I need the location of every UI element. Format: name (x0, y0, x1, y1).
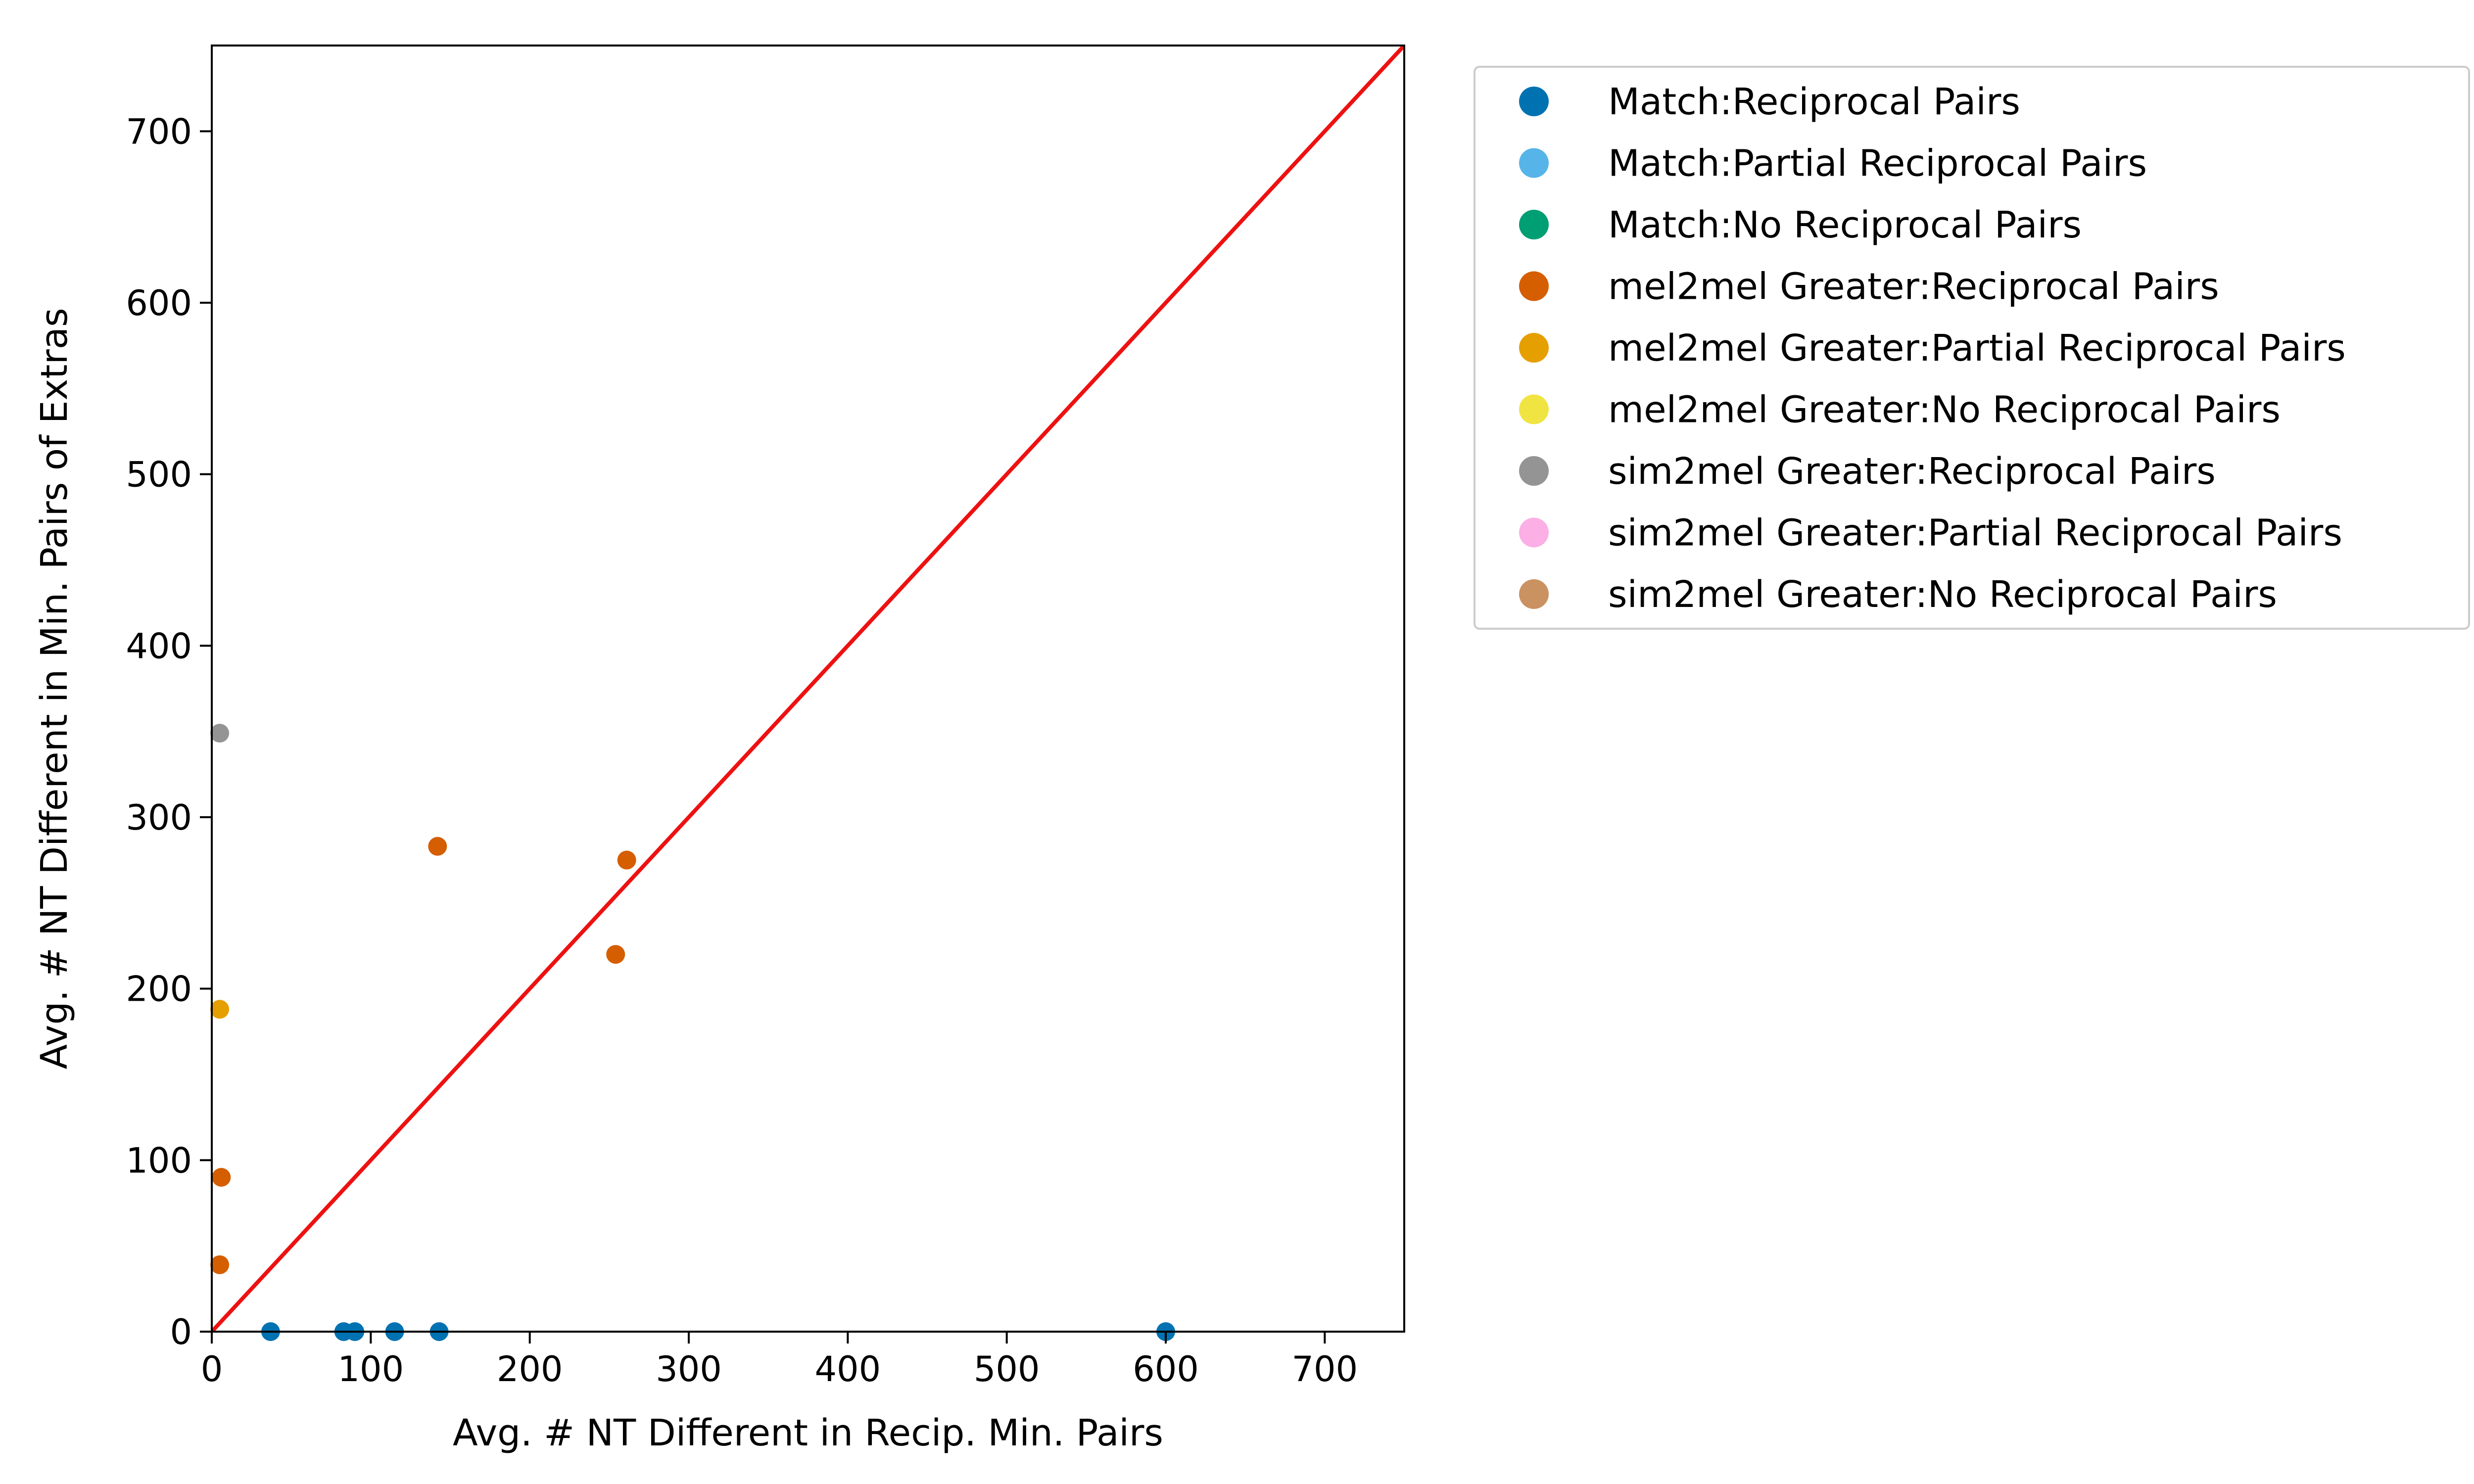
y-axis-ticks: 0 100 200 300 400 500 600 700 (126, 111, 212, 1352)
data-points-layer (210, 724, 1175, 1341)
legend-entry: sim2mel Greater:Reciprocal Pairs (1519, 450, 2216, 493)
legend-marker (1519, 148, 1549, 178)
legend: Match:Reciprocal Pairs Match:Partial Reci… (1474, 66, 2470, 630)
data-point (210, 1000, 230, 1019)
legend-marker (1519, 579, 1549, 609)
legend-marker (1519, 394, 1549, 424)
identity-reference-line (212, 46, 1404, 1332)
legend-entry: Match:Reciprocal Pairs (1519, 81, 2020, 123)
legend-entries: Match:Reciprocal Pairs Match:Partial Reci… (1519, 81, 2346, 616)
data-point (210, 1255, 230, 1274)
legend-label: mel2mel Greater:Reciprocal Pairs (1608, 266, 2219, 308)
x-tick-label: 100 (338, 1349, 404, 1390)
legend-frame (1474, 66, 2470, 630)
data-point (212, 1168, 231, 1187)
y-tick-label: 300 (126, 797, 192, 838)
y-tick-label: 0 (170, 1312, 192, 1352)
legend-label: mel2mel Greater:No Reciprocal Pairs (1608, 389, 2281, 431)
y-tick-label: 600 (126, 283, 192, 324)
data-point (617, 850, 636, 870)
data-point (606, 945, 625, 964)
legend-marker (1519, 333, 1549, 363)
legend-marker (1519, 517, 1549, 548)
legend-label: mel2mel Greater:Partial Reciprocal Pairs (1608, 327, 2346, 370)
y-tick-label: 400 (126, 626, 192, 666)
plot-frame (211, 45, 1405, 1333)
legend-label: Match:No Reciprocal Pairs (1608, 204, 2082, 246)
x-tick-label: 0 (201, 1349, 223, 1390)
legend-label: sim2mel Greater:No Reciprocal Pairs (1608, 573, 2277, 616)
y-tick-label: 100 (126, 1140, 192, 1181)
legend-entry: mel2mel Greater:Reciprocal Pairs (1519, 266, 2219, 308)
legend-entry: sim2mel Greater:Partial Reciprocal Pairs (1519, 512, 2342, 555)
legend-marker (1519, 456, 1549, 486)
legend-entry: Match:Partial Reciprocal Pairs (1519, 142, 2147, 185)
legend-marker (1519, 271, 1549, 301)
legend-label: Match:Partial Reciprocal Pairs (1608, 142, 2147, 185)
x-tick-label: 500 (974, 1349, 1040, 1390)
y-axis-label: Avg. # NT Different in Min. Pairs of Ext… (33, 308, 76, 1069)
legend-marker (1519, 87, 1549, 116)
data-point (210, 724, 230, 743)
x-tick-label: 600 (1133, 1349, 1199, 1390)
x-tick-label: 700 (1292, 1349, 1358, 1390)
legend-label: Match:Reciprocal Pairs (1608, 81, 2020, 123)
legend-entry: mel2mel Greater:No Reciprocal Pairs (1519, 389, 2281, 431)
x-tick-label: 200 (497, 1349, 563, 1390)
data-point (428, 836, 447, 856)
legend-entry: Match:No Reciprocal Pairs (1519, 204, 2082, 246)
legend-entry: sim2mel Greater:No Reciprocal Pairs (1519, 573, 2277, 616)
y-tick-label: 500 (126, 455, 192, 495)
x-tick-label: 300 (656, 1349, 722, 1390)
x-axis-label: Avg. # NT Different in Recip. Min. Pairs (453, 1412, 1163, 1454)
y-tick-label: 200 (126, 969, 192, 1010)
x-tick-label: 400 (815, 1349, 881, 1390)
x-axis-ticks: 0 100 200 300 400 500 600 700 (201, 1332, 1358, 1390)
y-tick-label: 700 (126, 111, 192, 152)
legend-label: sim2mel Greater:Partial Reciprocal Pairs (1608, 512, 2342, 555)
reference-line-layer (212, 46, 1404, 1332)
legend-marker (1519, 210, 1549, 239)
legend-entry: mel2mel Greater:Partial Reciprocal Pairs (1519, 327, 2346, 370)
legend-label: sim2mel Greater:Reciprocal Pairs (1608, 450, 2216, 493)
